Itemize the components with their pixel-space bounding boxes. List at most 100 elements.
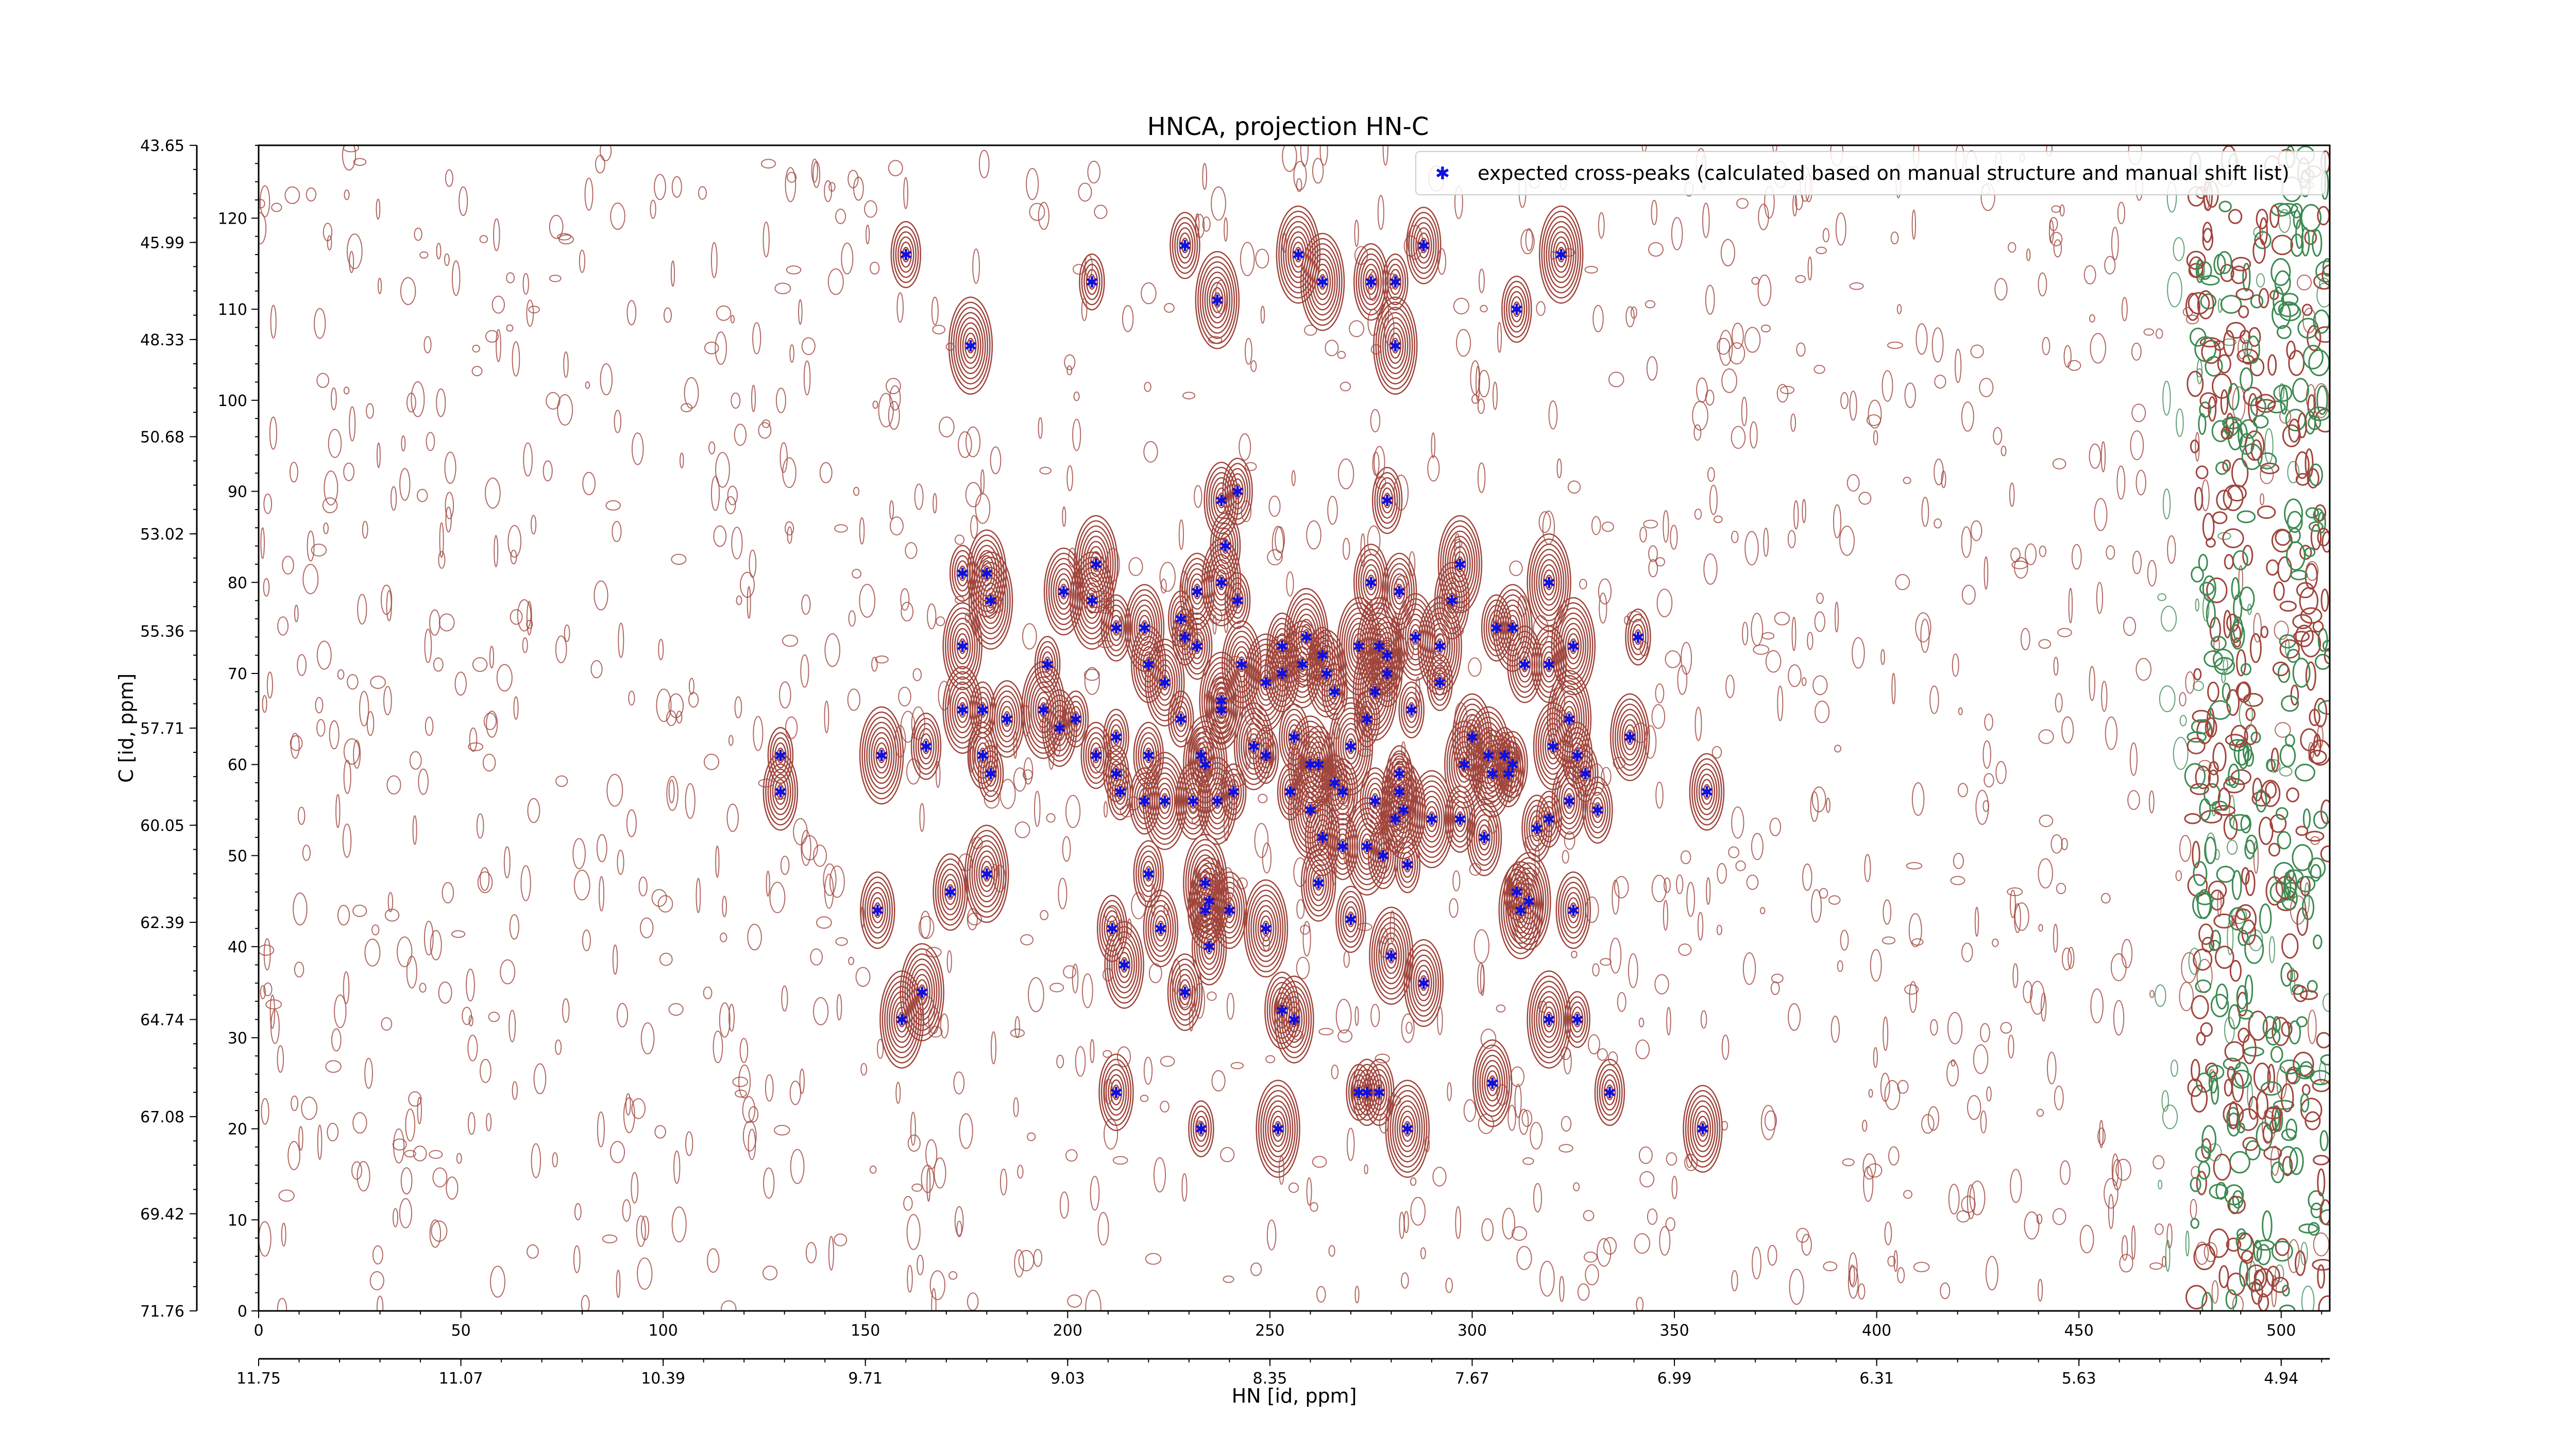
noise-contour [1202, 163, 1208, 190]
peak-contour [1566, 996, 1588, 1043]
cross-peak-point: ✱ [1037, 702, 1050, 720]
peak-contour [1413, 959, 1435, 1007]
peak-contour [1083, 582, 1100, 619]
x-tick-label: 400 [1862, 1322, 1891, 1340]
edge-contour [2256, 1244, 2271, 1266]
peak-contour [1213, 292, 1222, 308]
peak-contour [1526, 805, 1548, 852]
edge-contour [2258, 288, 2269, 309]
peak-contour [1210, 677, 1232, 724]
peak-contour [1389, 1090, 1426, 1168]
noise-contour [1563, 1048, 1572, 1075]
peak-contour [1408, 702, 1415, 718]
noise-contour [2047, 1052, 2057, 1085]
edge-contour [2317, 1264, 2325, 1289]
noise-contour [734, 424, 747, 446]
noise-contour [1671, 1175, 1677, 1200]
peak-contour [1521, 656, 1529, 672]
noise-contour [688, 678, 694, 695]
noise-contour [492, 295, 505, 314]
edge-contour [2214, 340, 2225, 351]
noise-contour [549, 275, 562, 282]
edge-contour [2199, 582, 2215, 596]
noise-contour [1639, 527, 1647, 543]
chart-title: HNCA, projection HN-C [1147, 112, 1429, 141]
noise-contour [1027, 1132, 1036, 1141]
noise-contour [889, 516, 904, 535]
noise-contour [1420, 1247, 1426, 1259]
cross-peak-point: ✱ [1405, 702, 1418, 720]
noise-contour [670, 260, 675, 287]
peak-contour [1603, 1079, 1616, 1106]
peak-contour [1408, 212, 1439, 279]
peak-contour [1563, 788, 1575, 814]
noise-contour [324, 470, 338, 506]
noise-contour [1434, 666, 1446, 684]
peak-contour [1540, 564, 1557, 601]
noise-contour [2227, 920, 2234, 955]
edge-contour [2285, 1118, 2298, 1139]
cross-peak-point: ✱ [1142, 747, 1155, 765]
noise-contour [2115, 1158, 2131, 1181]
peak-contour [1138, 615, 1151, 641]
edge-contour [2198, 553, 2208, 571]
peak-contour [1378, 927, 1404, 985]
edge-contour [2248, 327, 2261, 347]
peak-contour [1211, 287, 1224, 313]
noise-contour [816, 916, 832, 929]
cross-peak-point: ✱ [1591, 802, 1604, 820]
peak-contour [1626, 729, 1634, 745]
noise-contour [959, 1113, 973, 1149]
edge-contour [2320, 1054, 2330, 1066]
peak-contour [1424, 612, 1455, 680]
noise-contour [1577, 1283, 1590, 1301]
peak-contour [774, 779, 787, 805]
y-ppm-tick-label: 50.68 [140, 429, 184, 447]
edge-contour [2316, 385, 2328, 415]
edge-contour [2244, 839, 2256, 860]
noise-contour [1497, 322, 1502, 353]
noise-contour [928, 1026, 943, 1038]
noise-contour [999, 1168, 1008, 1195]
peak-contour [1118, 952, 1130, 978]
peak-contour [1181, 984, 1189, 1000]
noise-contour [581, 1295, 590, 1311]
peak-contour [1573, 747, 1581, 764]
noise-contour [1600, 958, 1612, 966]
edge-contour [2286, 541, 2306, 571]
cross-peak-point: ✱ [1547, 738, 1560, 756]
cross-peak-point: ✱ [964, 338, 977, 356]
noise-contour [1427, 455, 1440, 482]
peak-contour [1451, 546, 1469, 583]
peak-contour [1365, 268, 1377, 295]
peak-contour [1175, 762, 1211, 840]
peak-contour [1318, 647, 1327, 663]
edge-contour [2219, 264, 2234, 282]
noise-contour [978, 149, 990, 178]
noise-contour [436, 388, 446, 417]
noise-contour [719, 1002, 731, 1038]
noise-contour [812, 161, 821, 188]
noise-contour [698, 186, 707, 200]
peak-contour [1460, 756, 1468, 772]
noise-contour [2121, 1235, 2128, 1261]
noise-contour [2038, 272, 2047, 297]
noise-contour [1906, 862, 1923, 870]
noise-contour [558, 234, 574, 245]
noise-contour [1262, 843, 1272, 874]
edge-contour [2235, 288, 2254, 301]
peak-contour [871, 732, 892, 779]
peak-contour [980, 861, 993, 887]
edge-contour [2230, 621, 2245, 650]
edge-contour [2291, 203, 2303, 218]
noise-contour [875, 655, 889, 664]
noise-contour [903, 177, 908, 209]
noise-contour [2232, 1295, 2244, 1311]
noise-contour [1013, 1097, 1019, 1118]
noise-contour [2030, 981, 2045, 1015]
peak-contour [949, 617, 976, 675]
noise-contour [419, 983, 427, 993]
noise-contour [1934, 375, 1946, 389]
noise-contour [573, 869, 590, 901]
peak-contour [1213, 793, 1222, 809]
